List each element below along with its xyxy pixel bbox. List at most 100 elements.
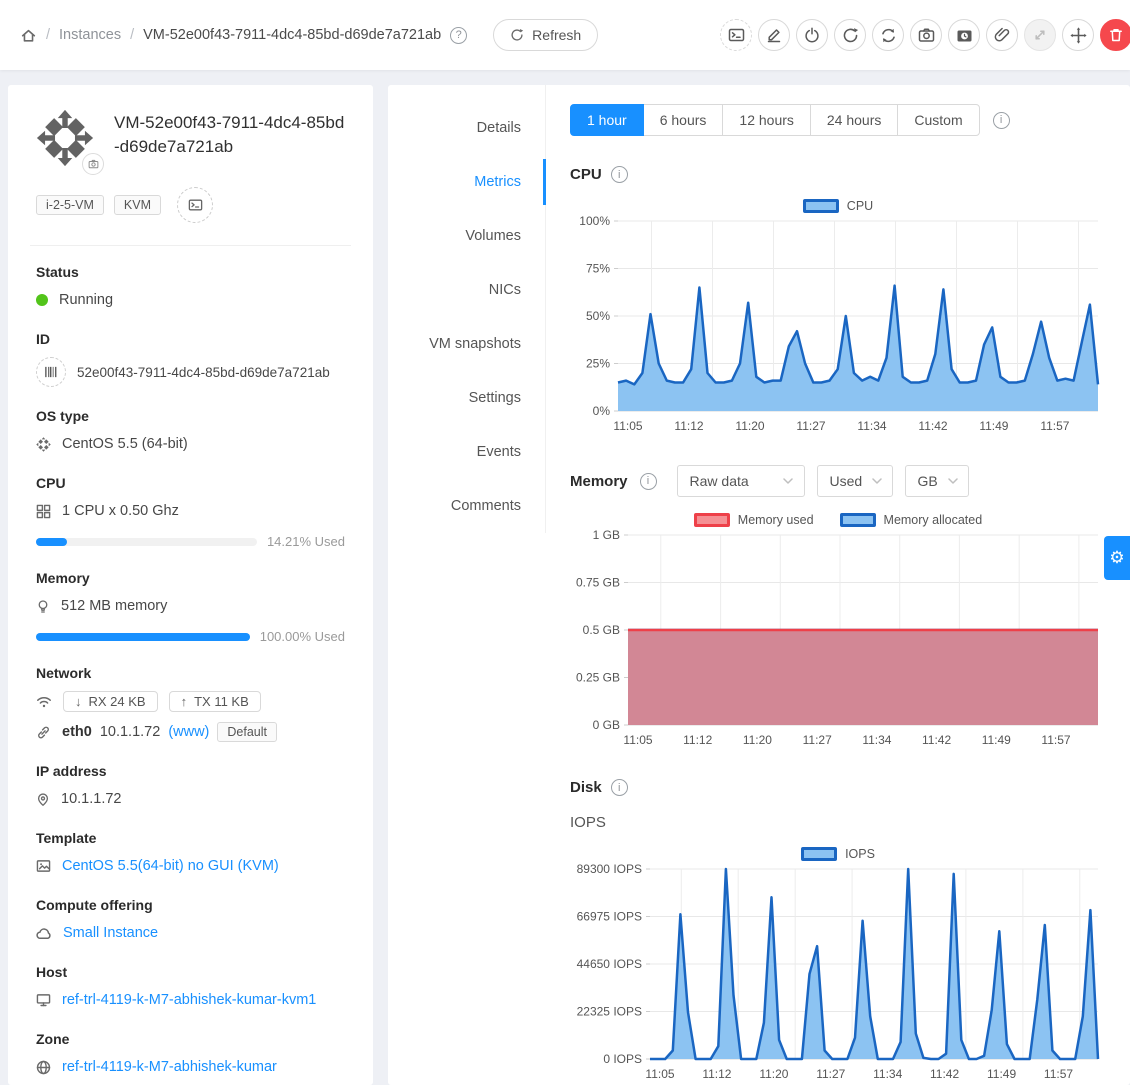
svg-text:11:57: 11:57 <box>1044 1067 1073 1081</box>
take-vm-snapshot-button[interactable] <box>948 19 980 51</box>
settings-drawer-button[interactable]: ⚙ <box>1104 536 1130 580</box>
memory-info-icon[interactable]: i <box>639 472 657 490</box>
ip-section: IP address 10.1.1.72 <box>36 763 122 807</box>
memory-unit-select[interactable]: GB <box>904 465 969 497</box>
svg-text:11:20: 11:20 <box>743 733 772 747</box>
svg-text:11:34: 11:34 <box>857 419 886 433</box>
centos-logo <box>36 109 104 175</box>
range-1-hour[interactable]: 1 hour <box>570 104 644 136</box>
legend-swatch <box>801 847 838 861</box>
metrics-panel: 1 hour 6 hours 12 hours 24 hours Custom … <box>546 85 1130 1085</box>
legend-label: Memory used <box>737 513 814 527</box>
console-icon[interactable] <box>177 187 214 223</box>
tab-events[interactable]: Events <box>476 444 521 460</box>
memory-chart-legend[interactable]: Memory used Memory allocated <box>570 513 1106 527</box>
tab-volumes[interactable]: Volumes <box>465 228 521 244</box>
host-desktop-icon <box>36 993 51 1007</box>
network-section: Network ↓ RX 24 KB ↑ TX 11 KB eth0 <box>36 665 345 742</box>
svg-text:89300 IOPS: 89300 IOPS <box>577 862 642 876</box>
stop-instance-button[interactable] <box>796 19 828 51</box>
svg-text:11:49: 11:49 <box>987 1067 1016 1081</box>
take-snapshot-button[interactable] <box>910 19 942 51</box>
svg-text:0 IOPS: 0 IOPS <box>603 1052 642 1066</box>
status-running-dot <box>36 294 48 306</box>
scale-vm-button[interactable] <box>1024 19 1056 51</box>
svg-text:11:20: 11:20 <box>735 419 764 433</box>
reload-icon <box>510 28 524 42</box>
svg-text:0%: 0% <box>593 404 611 418</box>
tx-bytes-button[interactable]: ↑ TX 11 KB <box>168 691 261 712</box>
reinstall-instance-button[interactable] <box>872 19 904 51</box>
svg-text:66975 IOPS: 66975 IOPS <box>577 910 642 924</box>
cpu-chart: CPU 0% 25% 50% 75% 100% 11:05 11:12 11:20 11:27 1… <box>570 199 1106 439</box>
status-value: Running <box>59 292 114 308</box>
legend-label: CPU <box>846 199 874 213</box>
memory-data-select[interactable]: Raw data <box>676 465 805 497</box>
svg-text:11:05: 11:05 <box>613 419 642 433</box>
tab-nics[interactable]: NICs <box>488 282 521 298</box>
iops-chart-legend[interactable]: IOPS <box>570 847 1106 861</box>
range-info-icon[interactable]: i <box>992 111 1010 129</box>
instance-summary-card: VM-52e00f43-7911-4dc4-85bd-d69de7a721ab … <box>8 85 373 1085</box>
svg-text:11:34: 11:34 <box>873 1067 902 1081</box>
template-picture-icon <box>36 859 51 873</box>
compute-offering-link[interactable]: Small Instance <box>63 925 159 941</box>
template-link[interactable]: CentOS 5.5(64-bit) no GUI (KVM) <box>62 858 279 874</box>
cpu-value: 1 CPU x 0.50 Ghz <box>62 503 179 519</box>
nic-ip: 10.1.1.72 <box>99 724 161 740</box>
range-6-hours[interactable]: 6 hours <box>642 104 724 136</box>
tab-vm-snapshots[interactable]: VM snapshots <box>429 336 521 352</box>
svg-text:11:49: 11:49 <box>979 419 1008 433</box>
top-header: / Instances / VM-52e00f43-7911-4dc4-85bd… <box>0 0 1130 70</box>
tab-metrics[interactable]: Metrics <box>474 174 521 190</box>
gear-icon: ⚙ <box>1109 548 1125 567</box>
host-link[interactable]: ref-trl-4119-k-M7-abhishek-kumar-kvm1 <box>62 992 317 1008</box>
iops-subtitle: IOPS <box>570 814 606 831</box>
time-range-group: 1 hour 6 hours 12 hours 24 hours Custom <box>570 104 980 136</box>
memory-usage-select[interactable]: Used <box>816 465 893 497</box>
cpu-chart-legend[interactable]: CPU <box>570 199 1106 213</box>
range-12-hours[interactable]: 12 hours <box>722 104 811 136</box>
destroy-instance-button[interactable] <box>1100 19 1130 51</box>
svg-text:50%: 50% <box>586 309 610 323</box>
help-icon[interactable]: ? <box>450 26 468 44</box>
breadcrumb-instances[interactable]: Instances <box>59 27 122 43</box>
cpu-usage-bar <box>36 537 257 546</box>
cpu-usage-fill <box>36 537 68 546</box>
instance-name: VM-52e00f43-7911-4dc4-85bd-d69de7a721ab <box>114 113 345 156</box>
cpu-info-icon[interactable]: i <box>610 166 628 183</box>
attach-iso-button[interactable] <box>986 19 1018 51</box>
memory-metric-header: Memory i Raw data Used GB <box>570 465 1106 497</box>
reboot-instance-button[interactable] <box>834 19 866 51</box>
svg-text:11:12: 11:12 <box>702 1067 731 1081</box>
migrate-instance-button[interactable] <box>1062 19 1094 51</box>
svg-text:11:57: 11:57 <box>1041 733 1070 747</box>
view-console-button[interactable] <box>720 19 752 51</box>
svg-text:75%: 75% <box>586 262 610 276</box>
zone-link[interactable]: ref-trl-4119-k-M7-abhishek-kumar <box>62 1059 277 1075</box>
detail-tabs: Details Metrics Volumes NICs VM snapshot… <box>388 85 546 533</box>
active-tab-indicator <box>543 159 546 205</box>
template-section: Template CentOS 5.5(64-bit) no GUI (KVM) <box>36 830 279 874</box>
compute-offering-section: Compute offering Small Instance <box>36 897 159 941</box>
cloud-icon <box>36 927 52 940</box>
range-custom[interactable]: Custom <box>897 104 980 136</box>
tab-details[interactable]: Details <box>476 120 521 136</box>
status-section: Status Running <box>36 264 114 308</box>
os-centos-icon <box>36 436 51 452</box>
tab-comments[interactable]: Comments <box>450 498 521 514</box>
svg-text:11:27: 11:27 <box>796 419 825 433</box>
home-icon[interactable] <box>20 27 37 44</box>
download-arrow-icon: ↓ <box>75 694 82 709</box>
network-link[interactable]: (www) <box>168 724 210 740</box>
tab-settings[interactable]: Settings <box>468 390 521 406</box>
change-icon-camera-badge[interactable] <box>82 153 104 175</box>
disk-metric-header: Disk i <box>570 779 1106 796</box>
refresh-button[interactable]: Refresh <box>493 19 599 51</box>
chevron-down-icon <box>782 478 793 484</box>
edit-button[interactable] <box>758 19 790 51</box>
disk-info-icon[interactable]: i <box>610 779 628 796</box>
legend-swatch <box>839 513 876 527</box>
rx-bytes-button[interactable]: ↓ RX 24 KB <box>63 691 158 712</box>
range-24-hours[interactable]: 24 hours <box>809 104 899 136</box>
